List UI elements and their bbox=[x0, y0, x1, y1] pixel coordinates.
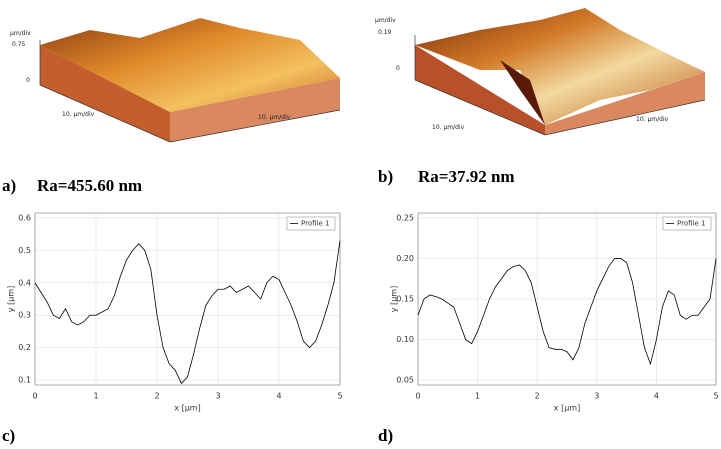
x-tick-label: 5 bbox=[713, 392, 718, 401]
x-tick-label: 2 bbox=[535, 392, 540, 401]
legend-label: Profile 1 bbox=[677, 220, 705, 228]
z-unit: µm/div bbox=[375, 17, 396, 24]
plot-frame bbox=[417, 212, 717, 386]
surface-b: µm/div 0.19 0 10. µm/div 10. µm/div bbox=[375, 8, 706, 136]
x-tick-label: 3 bbox=[215, 392, 220, 401]
y-tick-label: 0.3 bbox=[18, 311, 31, 320]
y-tick-label: 0.2 bbox=[18, 343, 31, 352]
y-axis-title: y [µm] bbox=[7, 286, 16, 312]
panel-letter: b) bbox=[378, 167, 393, 186]
y-tick-label: 0.15 bbox=[396, 295, 414, 304]
y-axis-label: 10. µm/div bbox=[258, 114, 291, 121]
panel-caption: Ra=455.60 nm bbox=[37, 176, 142, 195]
profile-line bbox=[417, 258, 717, 366]
plot-frame bbox=[34, 212, 341, 386]
panel-caption: Ra=37.92 nm bbox=[418, 167, 515, 186]
panel-letter: c) bbox=[2, 426, 15, 445]
legend-box bbox=[286, 216, 336, 231]
x-tick-label: 1 bbox=[475, 392, 480, 401]
y-tick-label: 0.4 bbox=[18, 278, 31, 287]
z-min: 0 bbox=[26, 77, 30, 84]
y-tick-label: 0.1 bbox=[18, 376, 31, 385]
x-axis-title: x [µm] bbox=[174, 404, 200, 413]
z-max: 0.19 bbox=[378, 29, 392, 36]
panel-letter: a) bbox=[2, 176, 16, 195]
y-axis-label: 10. µm/div bbox=[636, 116, 669, 123]
z-min: 0 bbox=[396, 65, 400, 72]
panel-letter: d) bbox=[378, 426, 393, 445]
x-tick-label: 5 bbox=[337, 392, 342, 401]
y-tick-label: 0.25 bbox=[396, 213, 414, 222]
profile-line bbox=[34, 240, 341, 385]
surface-a: µm/div 0.75 0 10. µm/div 10. µm/div bbox=[10, 18, 341, 143]
x-tick-label: 1 bbox=[93, 392, 98, 401]
x-tick-label: 2 bbox=[154, 392, 159, 401]
x-axis-title: x [µm] bbox=[554, 404, 580, 413]
x-tick-label: 4 bbox=[276, 392, 281, 401]
x-tick-label: 0 bbox=[415, 392, 420, 401]
y-tick-label: 0.05 bbox=[396, 376, 414, 385]
x-axis-label: 10. µm/div bbox=[62, 111, 95, 118]
legend-box bbox=[662, 216, 712, 231]
x-tick-label: 0 bbox=[32, 392, 37, 401]
x-tick-label: 3 bbox=[594, 392, 599, 401]
y-tick-label: 0.6 bbox=[18, 213, 31, 222]
y-axis-title: y [µm] bbox=[390, 286, 399, 312]
x-axis-label: 10. µm/div bbox=[432, 124, 465, 131]
y-tick-label: 0.10 bbox=[396, 335, 414, 344]
legend-label: Profile 1 bbox=[301, 220, 329, 228]
z-unit: µm/div bbox=[10, 30, 31, 37]
z-max: 0.75 bbox=[12, 41, 26, 48]
y-tick-label: 0.5 bbox=[18, 246, 31, 255]
y-tick-label: 0.20 bbox=[396, 254, 414, 263]
x-tick-label: 4 bbox=[654, 392, 659, 401]
